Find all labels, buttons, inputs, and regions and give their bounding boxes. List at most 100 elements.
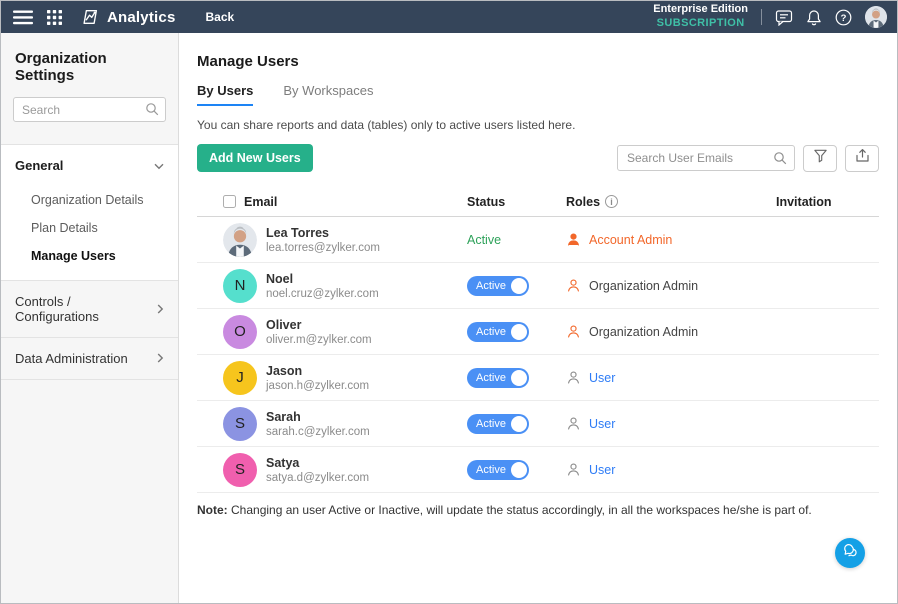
user-email-search	[617, 145, 795, 171]
status-toggle-label: Active	[476, 417, 506, 430]
export-icon	[855, 148, 870, 168]
roles-info-icon[interactable]: i	[605, 195, 619, 208]
status-toggle-label: Active	[476, 371, 506, 384]
status-text: Active	[467, 232, 502, 247]
user-email: jason.h@zylker.com	[266, 379, 370, 392]
analytics-logo-icon	[83, 9, 98, 25]
role-label: Organization Admin	[589, 324, 699, 339]
search-icon	[145, 102, 159, 121]
help-icon[interactable]: ?	[835, 9, 852, 26]
page-title: Manage Users	[197, 53, 299, 70]
user-avatar[interactable]	[865, 6, 887, 28]
status-toggle[interactable]: Active	[467, 413, 529, 434]
user-email: noel.cruz@zylker.com	[266, 287, 379, 300]
avatar: S	[223, 406, 257, 441]
status-toggle-label: Active	[476, 463, 506, 476]
user-email-search-input[interactable]	[617, 145, 795, 171]
role-label[interactable]: User	[589, 462, 616, 477]
sidebar-search-input[interactable]	[13, 97, 166, 122]
top-navbar: Analytics Back Enterprise Edition SUBSCR…	[1, 1, 897, 33]
role-person-icon	[566, 416, 581, 431]
status-toggle[interactable]: Active	[467, 459, 529, 480]
user-name: Sarah	[266, 409, 301, 424]
sidebar-group-general[interactable]: General	[1, 145, 178, 186]
toggle-knob	[511, 415, 527, 432]
role-person-icon	[566, 370, 581, 385]
status-toggle[interactable]: Active	[467, 321, 529, 342]
page-description: You can share reports and data (tables) …	[197, 118, 576, 132]
user-email: satya.d@zylker.com	[266, 471, 370, 484]
footnote-label: Note:	[197, 503, 228, 517]
user-name: Jason	[266, 363, 303, 378]
svg-text:?: ?	[841, 12, 847, 23]
users-toolbar: Add New Users	[197, 144, 879, 172]
table-row: S Satya satya.d@zylker.com Active User	[197, 447, 879, 493]
settings-sidebar: Organization Settings General Organizati…	[1, 33, 179, 603]
role-person-icon	[566, 232, 581, 247]
role-person-icon	[566, 278, 581, 293]
filter-button[interactable]	[803, 144, 837, 172]
user-name: Satya	[266, 455, 300, 470]
users-table-body: Lea Torres lea.torres@zylker.com Active Acc…	[197, 217, 879, 493]
column-header-status: Status	[467, 194, 506, 209]
main-content: Manage Users By Users By Workspaces You …	[179, 33, 897, 603]
user-email: lea.torres@zylker.com	[266, 241, 380, 254]
avatar	[223, 222, 257, 257]
chat-bubbles-icon	[841, 542, 859, 565]
column-header-roles: Roles	[566, 194, 601, 209]
role-label[interactable]: User	[589, 416, 616, 431]
avatar: O	[223, 314, 257, 349]
sidebar-group-data-administration[interactable]: Data Administration	[1, 338, 178, 379]
sidebar-group-controls-configurations[interactable]: Controls / Configurations	[1, 281, 178, 337]
topbar-divider	[761, 9, 762, 25]
status-toggle[interactable]: Active	[467, 275, 529, 296]
back-link[interactable]: Back	[205, 10, 235, 24]
footnote: Note: Changing an user Active or Inactiv…	[197, 503, 879, 517]
status-toggle-label: Active	[476, 279, 506, 292]
toggle-knob	[511, 461, 527, 478]
role-label[interactable]: User	[589, 370, 616, 385]
export-button[interactable]	[845, 144, 879, 172]
role-label: Organization Admin	[589, 278, 699, 293]
add-new-users-button[interactable]: Add New Users	[197, 144, 313, 172]
status-toggle-label: Active	[476, 325, 506, 338]
user-email: oliver.m@zylker.com	[266, 333, 372, 346]
notifications-bell-icon[interactable]	[806, 9, 822, 26]
table-row: N Noel noel.cruz@zylker.com Active Organizat…	[197, 263, 879, 309]
users-table-header: Email Status Roles i Invitation	[197, 187, 879, 217]
support-chat-fab[interactable]	[835, 538, 865, 568]
feedback-icon[interactable]	[775, 9, 793, 26]
sidebar-item-plan-details[interactable]: Plan Details	[31, 221, 98, 235]
analytics-logo[interactable]: Analytics	[80, 7, 176, 27]
sidebar-title: Organization Settings	[15, 50, 107, 84]
role-label: Account Admin	[589, 232, 673, 247]
user-name: Lea Torres	[266, 225, 329, 240]
user-email: sarah.c@zylker.com	[266, 425, 370, 438]
table-row: Lea Torres lea.torres@zylker.com Active Acc…	[197, 217, 879, 263]
edition-badge[interactable]: Enterprise Edition SUBSCRIPTION	[653, 3, 748, 31]
avatar: S	[223, 452, 257, 487]
user-name: Oliver	[266, 317, 302, 332]
chevron-down-icon	[154, 158, 164, 173]
tab-by-workspaces[interactable]: By Workspaces	[283, 83, 374, 98]
sidebar-item-organization-details[interactable]: Organization Details	[31, 193, 144, 207]
sidebar-group-label: Data Administration	[15, 351, 128, 366]
avatar: J	[223, 360, 257, 395]
tab-by-users[interactable]: By Users	[197, 83, 254, 106]
search-icon	[773, 151, 787, 170]
app-grid-icon[interactable]	[47, 9, 62, 25]
chevron-right-icon	[157, 351, 164, 366]
table-row: J Jason jason.h@zylker.com Active User	[197, 355, 879, 401]
chevron-right-icon	[157, 302, 164, 317]
table-row: O Oliver oliver.m@zylker.com Active Organiza…	[197, 309, 879, 355]
toggle-knob	[511, 323, 527, 340]
sidebar-item-manage-users[interactable]: Manage Users	[31, 249, 116, 263]
hamburger-menu-icon[interactable]	[13, 10, 33, 25]
app-title: Analytics	[107, 8, 176, 26]
view-tabs: By Users By Workspaces	[197, 83, 879, 106]
sidebar-group-label: Controls / Configurations	[15, 294, 99, 324]
role-person-icon	[566, 324, 581, 339]
status-toggle[interactable]: Active	[467, 367, 529, 388]
select-all-checkbox[interactable]	[223, 195, 236, 208]
